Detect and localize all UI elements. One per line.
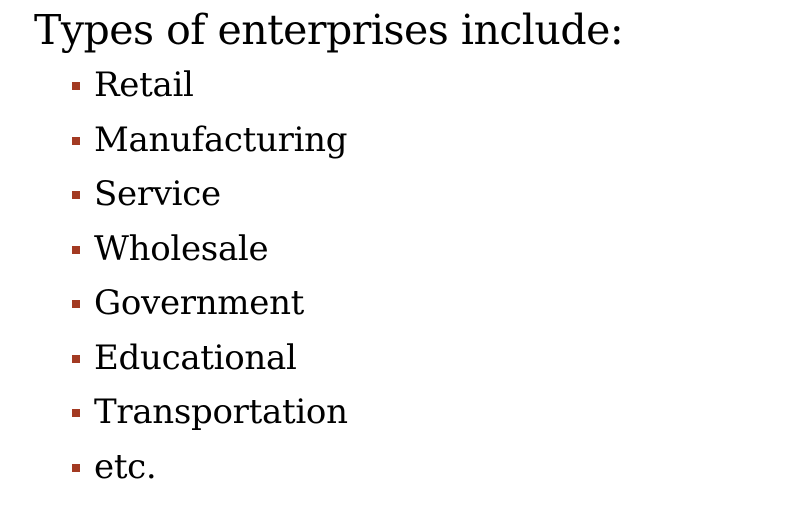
list-item-label: Government <box>94 283 305 324</box>
square-bullet-icon <box>72 300 80 309</box>
list-item-etc: etc. <box>72 440 348 495</box>
list-item-label: Service <box>94 174 221 215</box>
square-bullet-icon <box>72 245 80 254</box>
square-bullet-icon <box>72 191 80 200</box>
list-item-government: Government <box>72 276 348 331</box>
square-bullet-icon <box>72 463 80 472</box>
enterprise-types-list: Retail Manufacturing Service Wholesale G… <box>72 58 348 494</box>
list-item-wholesale: Wholesale <box>72 222 348 277</box>
list-item-label: Manufacturing <box>94 119 348 160</box>
list-item-label: Transportation <box>94 392 348 433</box>
list-item-service: Service <box>72 167 348 222</box>
list-item-label: Retail <box>94 65 194 106</box>
list-item-retail: Retail <box>72 58 348 113</box>
list-item-transportation: Transportation <box>72 385 348 440</box>
list-item-label: Wholesale <box>94 228 269 269</box>
slide-heading: Types of enterprises include: <box>34 6 624 54</box>
list-item-educational: Educational <box>72 331 348 386</box>
square-bullet-icon <box>72 354 80 363</box>
list-item-label: Educational <box>94 337 297 378</box>
list-item-label: etc. <box>94 446 157 487</box>
square-bullet-icon <box>72 136 80 145</box>
list-item-manufacturing: Manufacturing <box>72 113 348 168</box>
square-bullet-icon <box>72 409 80 418</box>
square-bullet-icon <box>72 82 80 91</box>
